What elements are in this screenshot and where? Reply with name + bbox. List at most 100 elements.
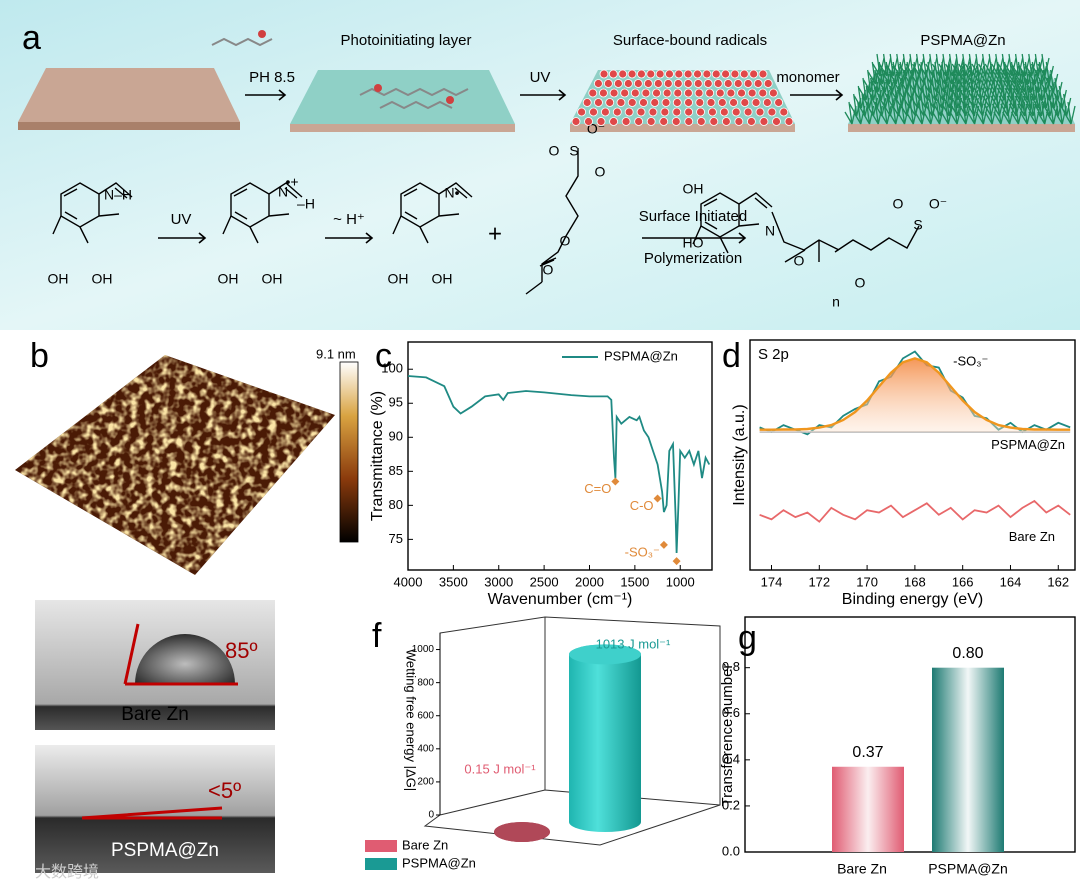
panel-label: b [30,337,49,375]
arrow-label: PH 8.5 [249,69,295,86]
value-label: 0.80 [952,645,983,662]
radical [652,88,661,98]
radical [641,88,651,98]
radical [571,117,581,126]
panel-label: a [22,19,41,57]
atom-label: OH [683,181,704,197]
atom-label: OH [48,271,69,287]
chart-title: S 2p [758,346,789,363]
radical [779,107,789,117]
radical [627,98,637,107]
angle-label: 85º [225,638,258,663]
radical [740,98,750,107]
y-axis-label: Intensity (a.u.) [731,404,748,505]
atom-label: n [832,294,840,310]
radical [673,79,683,88]
annotation-marker [653,494,662,503]
radical [623,79,633,88]
radical [584,117,593,126]
annotation-label: C=O [584,481,611,496]
radical [662,88,672,98]
radical [621,117,631,126]
series-label: Bare Zn [1009,529,1055,544]
radical [613,79,623,88]
brush [1022,85,1035,109]
radical [600,107,610,117]
radical [753,79,763,88]
bond [222,215,259,244]
atom-label: N [278,184,288,200]
brush [932,101,945,125]
radical [731,107,741,117]
brush [914,101,927,125]
series-line [407,375,711,554]
arrow-label: ~ H⁺ [333,211,365,228]
atom-label: OH [218,271,239,287]
radical [705,88,715,98]
x-axis-label: Wavenumber (cm⁻¹) [488,591,633,608]
radical [769,88,778,98]
atom-label: S [569,143,578,159]
brush [1038,85,1051,109]
brush [905,101,918,125]
radical [706,98,716,107]
angle-label: <5º [208,778,241,803]
radical [737,88,746,98]
slab [848,124,1075,132]
y-tick-label: 400 [417,743,434,754]
series-line [759,357,1071,431]
atom-icon [374,84,382,92]
radical [588,88,598,98]
atom-label: O [794,253,805,269]
radical [723,79,733,88]
atom-label: N–H [104,187,132,203]
radical [684,107,694,117]
atom-label: O [855,275,866,291]
legend-swatch [365,840,397,852]
arrows [158,89,844,244]
radical [639,98,648,107]
atom-label: O [595,164,606,180]
y-tick-label: 90 [389,429,403,444]
colorbar [339,361,359,543]
y-axis-label: Transference number [719,664,736,807]
slab [18,122,240,130]
radical [717,98,727,107]
radical [653,79,663,88]
angle-lines [81,806,223,820]
radical [683,69,693,79]
y-tick-label: 1000 [412,644,435,655]
radical [674,69,684,79]
brush [1042,93,1055,117]
radical [708,107,717,117]
bond [703,197,768,230]
box-3d [423,616,721,846]
panel-label: d [722,337,741,375]
radical [624,107,634,117]
radical [747,88,757,98]
radical [672,98,682,107]
annotation-label: C-O [630,498,654,513]
radical [646,117,656,126]
radical [665,69,674,79]
bond [692,225,729,254]
radical [608,69,618,79]
brush [958,101,971,125]
radical [758,88,768,98]
x-tick-label: 166 [952,574,974,589]
radical [721,117,731,126]
atom-label: S [913,217,922,233]
radical [599,69,609,79]
brush [879,101,892,125]
plot-frame [749,339,1076,571]
radical [774,98,783,107]
bond [392,215,429,244]
legend-label: Bare Zn [402,837,448,852]
annotation-label: -SO₃⁻ [625,544,660,559]
radical [762,98,772,107]
radical [684,88,693,98]
y-tick-label: 100 [381,361,403,376]
brush [923,101,936,125]
cylinder [569,644,641,832]
legend-label: PSPMA@Zn [604,348,678,363]
